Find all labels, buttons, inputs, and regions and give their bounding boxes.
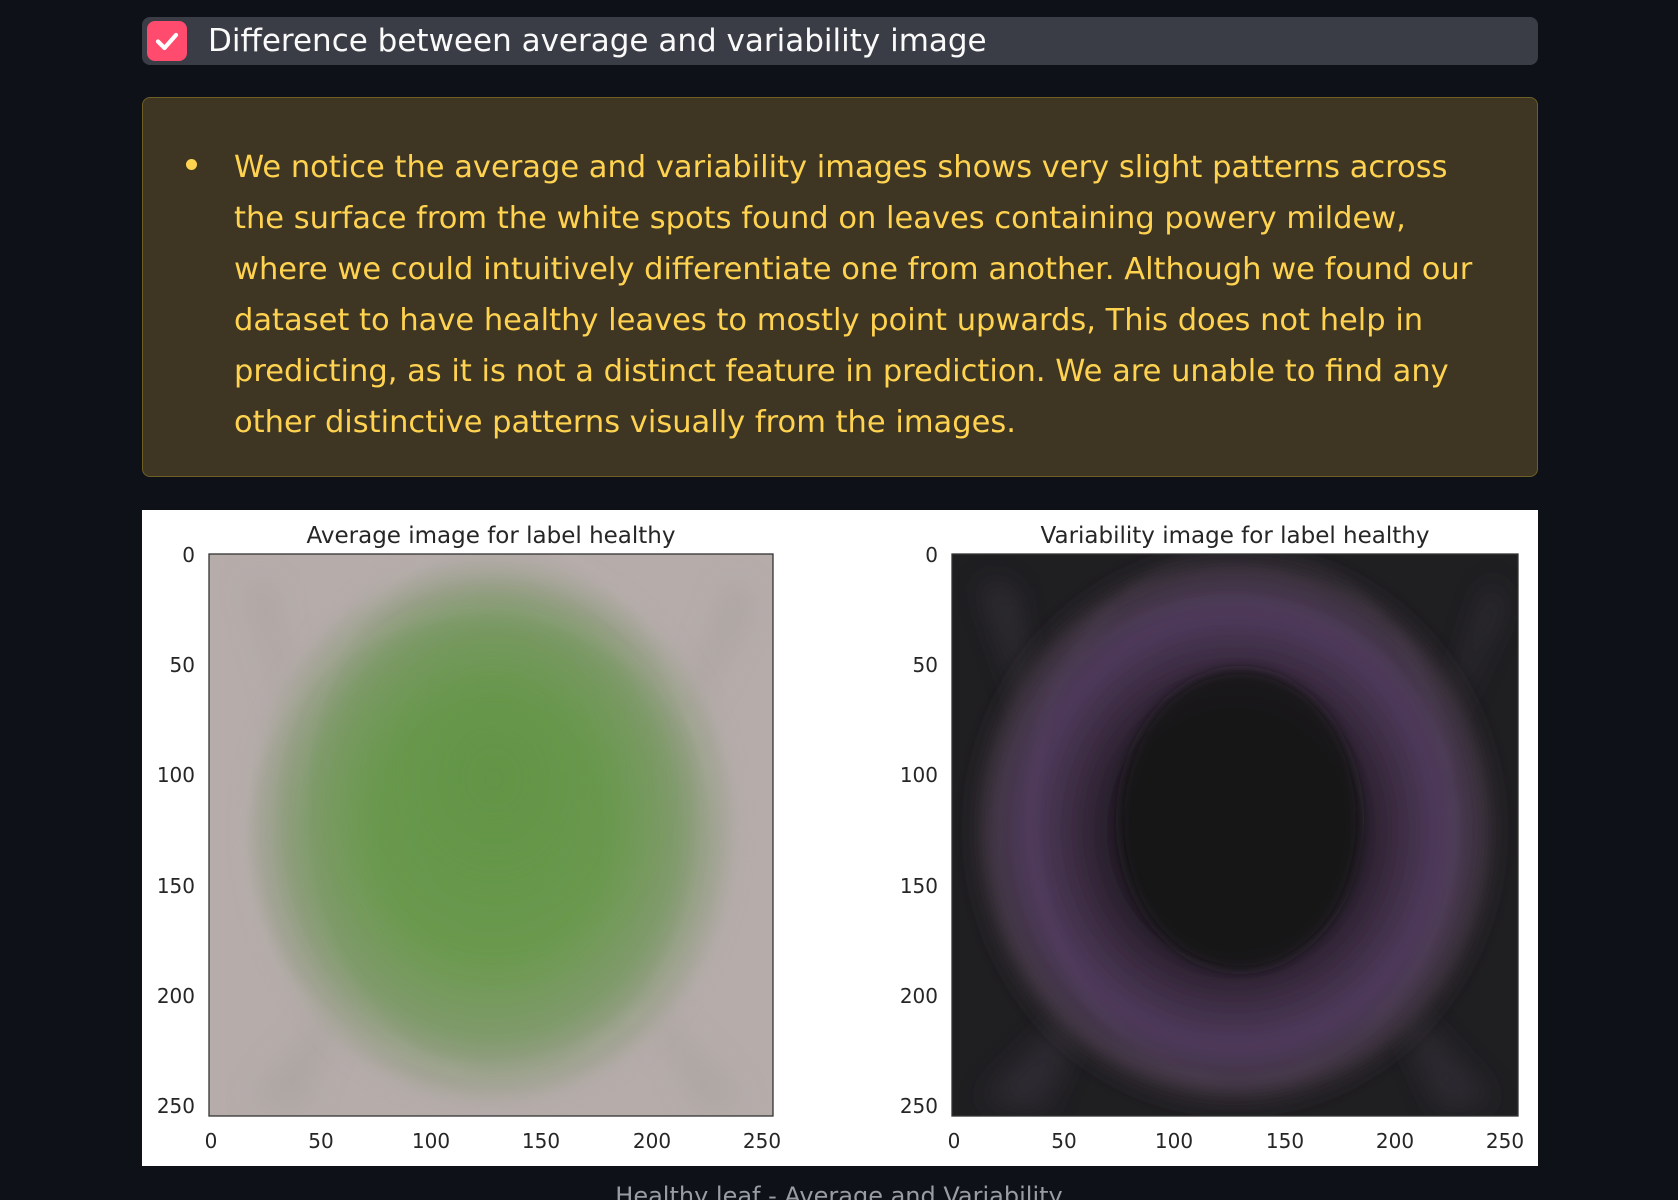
variability-y-tick: 200 bbox=[900, 984, 938, 1008]
average-image-heatmap bbox=[209, 554, 773, 1116]
variability-x-tick: 100 bbox=[1155, 1129, 1193, 1153]
warning-alert: We notice the average and variability im… bbox=[142, 97, 1538, 477]
variability-image-title: Variability image for label healthy bbox=[1041, 523, 1430, 549]
variability-y-tick: 150 bbox=[900, 874, 938, 898]
checkbox-label[interactable]: Difference between average and variabili… bbox=[208, 23, 987, 59]
variability-image-heatmap bbox=[952, 554, 1518, 1116]
variability-x-tick: 150 bbox=[1266, 1129, 1304, 1153]
checkbox-checked-icon[interactable] bbox=[147, 21, 187, 61]
variability-x-tick: 50 bbox=[1051, 1129, 1076, 1153]
variability-y-tick: 100 bbox=[900, 763, 938, 787]
average-image-title: Average image for label healthy bbox=[307, 523, 676, 549]
difference-checkbox[interactable]: Difference between average and variabili… bbox=[142, 17, 1538, 65]
average-y-tick: 50 bbox=[170, 653, 195, 677]
variability-y-tick: 50 bbox=[913, 653, 938, 677]
average-x-tick: 0 bbox=[205, 1129, 218, 1153]
variability-x-tick: 250 bbox=[1486, 1129, 1524, 1153]
average-x-tick: 200 bbox=[633, 1129, 671, 1153]
average-x-tick: 250 bbox=[743, 1129, 781, 1153]
bullet-icon bbox=[186, 159, 197, 170]
average-x-tick: 150 bbox=[522, 1129, 560, 1153]
variability-y-tick: 250 bbox=[900, 1094, 938, 1118]
variability-image-panel: Variability image for label healthy bbox=[900, 523, 1524, 1153]
average-y-tick: 100 bbox=[157, 763, 195, 787]
alert-text: We notice the average and variability im… bbox=[234, 150, 1473, 440]
average-y-tick: 0 bbox=[182, 543, 195, 567]
variability-x-tick: 200 bbox=[1376, 1129, 1414, 1153]
average-y-tick: 150 bbox=[157, 874, 195, 898]
average-x-tick: 100 bbox=[412, 1129, 450, 1153]
average-x-tick: 50 bbox=[308, 1129, 333, 1153]
figure-caption: Healthy leaf - Average and Variability bbox=[615, 1182, 1063, 1200]
variability-y-tick: 0 bbox=[925, 543, 938, 567]
average-image-panel: Average image for label healthy bbox=[157, 523, 781, 1153]
variability-x-tick: 0 bbox=[948, 1129, 961, 1153]
average-y-tick: 200 bbox=[157, 984, 195, 1008]
average-y-tick: 250 bbox=[157, 1094, 195, 1118]
average-variability-figure: Average image for label healthy bbox=[142, 510, 1538, 1166]
